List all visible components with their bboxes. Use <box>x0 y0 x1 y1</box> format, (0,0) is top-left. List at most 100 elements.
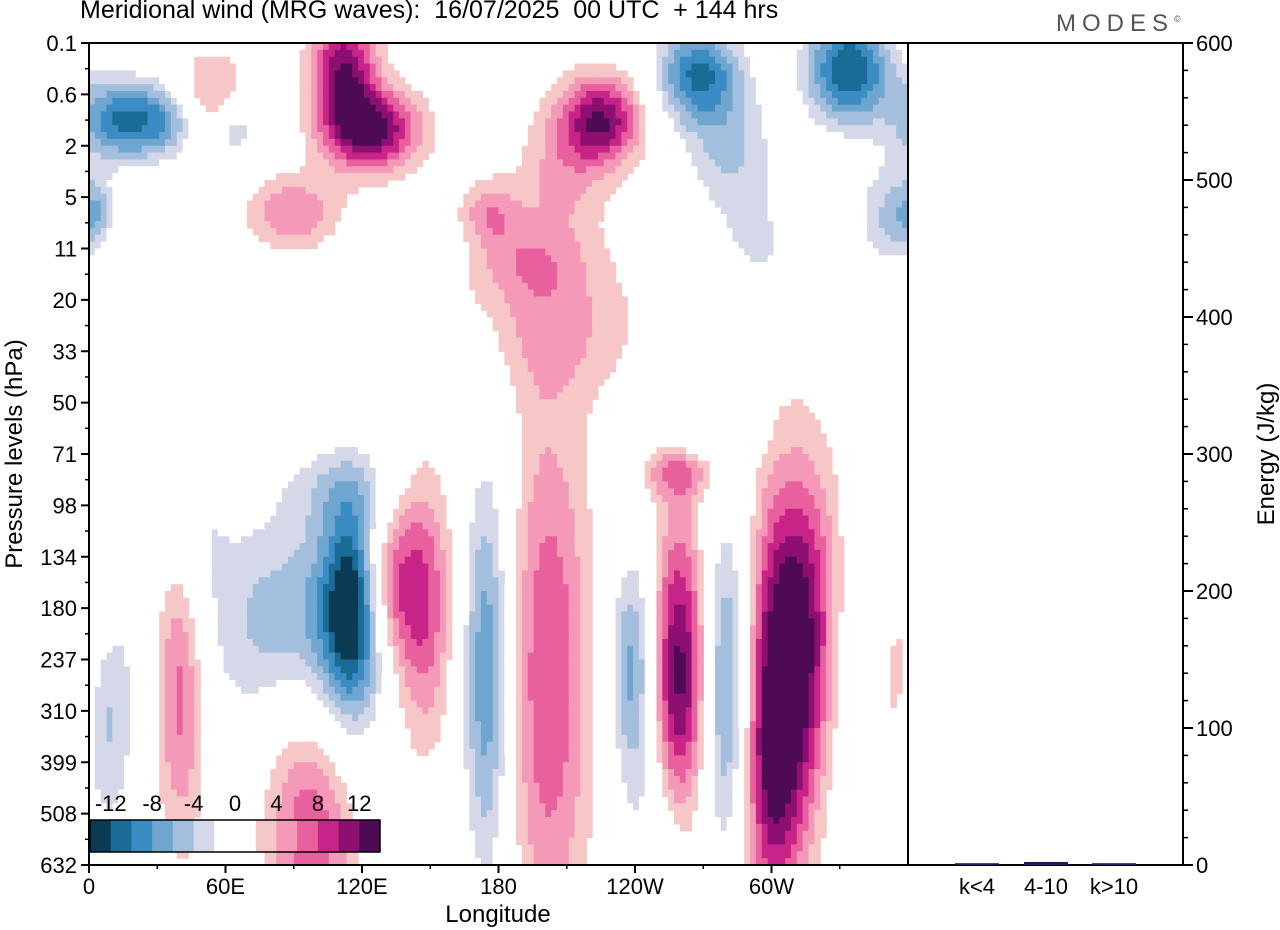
heatmap-cell <box>516 536 523 544</box>
heatmap-cell <box>796 570 804 578</box>
heatmap-cell <box>287 495 295 503</box>
heatmap-cell <box>317 145 324 154</box>
heatmap-cell <box>510 234 517 243</box>
heatmap-cell <box>352 467 359 476</box>
heatmap-cell <box>533 145 541 154</box>
heatmap-cell <box>849 118 856 126</box>
heatmap-cell <box>674 97 681 106</box>
heatmap-cell <box>89 248 96 256</box>
heatmap-cell <box>574 570 581 578</box>
heatmap-cell <box>855 138 862 147</box>
heatmap-cell <box>311 227 318 236</box>
heatmap-cell <box>521 330 529 339</box>
heatmap-cell <box>363 501 371 510</box>
heatmap-cell <box>580 440 587 448</box>
heatmap-cell <box>94 63 102 71</box>
heatmap-cell <box>656 515 663 524</box>
heatmap-cell <box>703 433 710 441</box>
heatmap-cell <box>106 193 113 202</box>
heatmap-cell <box>486 282 494 291</box>
heatmap-cell <box>135 97 143 106</box>
heatmap-cell <box>346 138 353 147</box>
heatmap-cell <box>317 63 324 71</box>
heatmap-cell <box>387 543 394 551</box>
heatmap-cell <box>791 221 798 229</box>
heatmap-cell <box>796 529 804 537</box>
heatmap-cell <box>539 275 546 284</box>
heatmap-cell <box>516 556 523 565</box>
heatmap-cell <box>129 152 137 161</box>
heatmap-cell <box>849 152 856 161</box>
heatmap-cell <box>206 515 213 524</box>
heatmap-cell <box>480 207 488 215</box>
heatmap-cell <box>317 90 324 99</box>
heatmap-cell <box>369 495 377 503</box>
heatmap-cell <box>615 104 622 113</box>
heatmap-cell <box>206 508 213 517</box>
heatmap-cell <box>586 358 593 366</box>
heatmap-cell <box>568 378 576 387</box>
heatmap-cell <box>282 508 289 517</box>
heatmap-cell <box>586 275 593 284</box>
heatmap-cell <box>826 43 833 51</box>
heatmap-cell <box>346 152 353 161</box>
heatmap-cell <box>627 159 634 167</box>
heatmap-cell <box>200 508 207 517</box>
heatmap-cell <box>346 159 353 167</box>
heatmap-cell <box>94 207 102 215</box>
heatmap-cell <box>533 447 541 455</box>
heatmap-cell <box>855 227 862 236</box>
heatmap-cell <box>94 255 102 263</box>
heatmap-cell <box>340 166 347 174</box>
heatmap-cell <box>545 358 552 366</box>
heatmap-cell <box>826 70 833 78</box>
heatmap-cell <box>557 310 564 318</box>
heatmap-cell <box>299 77 307 85</box>
heatmap-cell <box>182 132 190 140</box>
heatmap-cell <box>551 125 558 133</box>
heatmap-cell <box>867 200 874 208</box>
heatmap-cell <box>124 570 131 578</box>
heatmap-cell <box>89 159 96 167</box>
heatmap-cell <box>574 166 581 174</box>
heatmap-cell <box>539 282 546 291</box>
heatmap-cell <box>293 536 301 544</box>
heatmap-cell <box>147 145 154 154</box>
heatmap-cell <box>785 269 792 277</box>
heatmap-cell <box>539 180 546 188</box>
heatmap-cell <box>492 255 500 263</box>
heatmap-cell <box>516 214 523 222</box>
heatmap-cell <box>328 495 336 503</box>
heatmap-cell <box>410 90 418 99</box>
heatmap-cell <box>311 495 318 503</box>
heatmap-cell <box>521 556 529 565</box>
heatmap-cell <box>317 440 324 448</box>
heatmap-cell <box>831 481 839 489</box>
heatmap-cell <box>779 234 786 243</box>
heatmap-cell <box>252 200 260 208</box>
heatmap-cell <box>562 248 570 256</box>
heatmap-cell <box>358 549 365 558</box>
heatmap-cell <box>516 282 523 291</box>
heatmap-cell <box>276 508 283 517</box>
heatmap-cell <box>165 145 172 154</box>
heatmap-cell <box>492 460 500 469</box>
heatmap-cell <box>311 97 318 106</box>
heatmap-cell <box>428 481 435 489</box>
heatmap-cell <box>241 515 248 524</box>
heatmap-cell <box>761 248 769 256</box>
heatmap-cell <box>732 221 739 229</box>
heatmap-cell <box>679 460 687 469</box>
heatmap-cell <box>779 275 786 284</box>
heatmap-cell <box>317 84 324 92</box>
heatmap-cell <box>732 97 739 106</box>
heatmap-cell <box>516 323 523 332</box>
heatmap-cell <box>510 248 517 256</box>
heatmap-cell <box>732 145 739 154</box>
heatmap-cell <box>580 173 587 181</box>
heatmap-cell <box>796 440 804 448</box>
heatmap-cell <box>773 549 780 558</box>
heatmap-cell <box>656 529 663 537</box>
heatmap-cell <box>135 159 143 167</box>
heatmap-cell <box>767 111 775 119</box>
